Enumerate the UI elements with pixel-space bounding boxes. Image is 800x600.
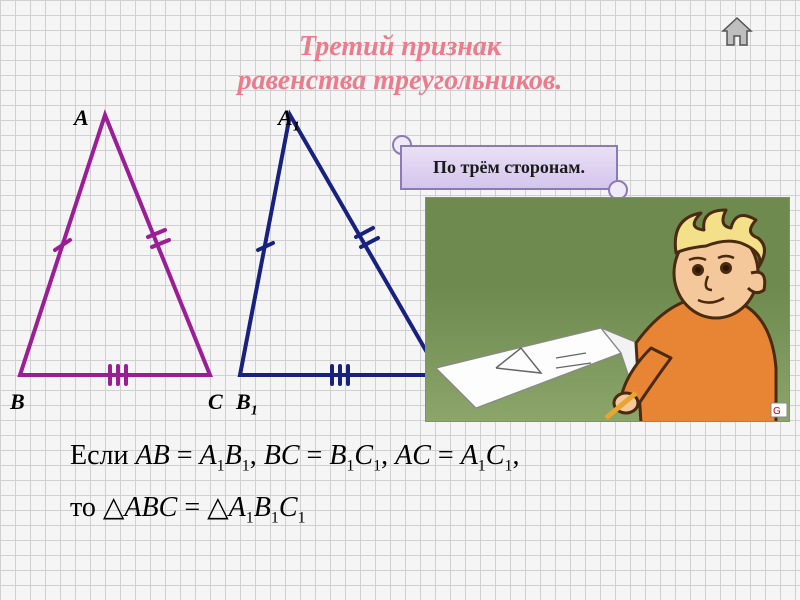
callout-box: По трём сторонам. [400,145,618,190]
label-a1: A1 [278,105,300,135]
title-line-2: равенства треугольников. [0,64,800,98]
diagram-area: A B C A1 B1 C1 По трём сторонам. [10,105,790,415]
page-title: Третий признак равенства треугольников. [0,0,800,97]
formula-line-2: то △ABC = △A1B1C1 [70,490,306,528]
formula-prefix-1: Если [70,440,136,471]
formula-line-1: Если AB = A1B1, BC = B1C1, AC = A1C1, [70,440,519,476]
boy-icon [601,210,776,422]
callout-text: По трём сторонам. [433,157,585,178]
label-c: C [208,389,223,415]
svg-text:G: G [773,406,781,417]
label-b1: B1 [236,389,258,419]
home-icon[interactable] [719,15,755,51]
triangle-abc [20,115,210,384]
formula-prefix-2: то [70,492,103,523]
label-a: A [74,105,89,131]
student-illustration: G [425,197,790,422]
title-line-1: Третий признак [0,30,800,64]
label-b: B [10,389,25,415]
